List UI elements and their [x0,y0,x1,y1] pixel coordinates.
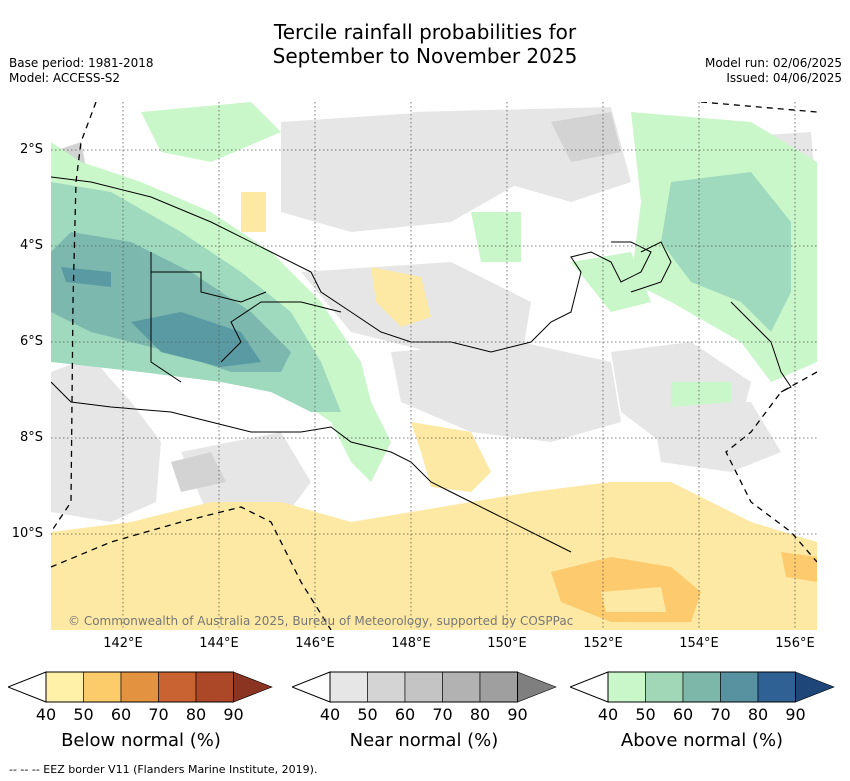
lon-label-156e: 156°E [775,636,815,651]
near-swatch-70-80 [442,671,481,703]
lat-label-4s: 4°S [19,238,43,253]
near-tick-40: 40 [319,705,341,724]
below-normal-shading [51,192,817,630]
colorbar-near-normal [292,671,558,703]
near-tick-50: 50 [357,705,378,724]
copyright-notice: © Commonwealth of Australia 2025, Bureau… [68,614,574,628]
colorbar-below-normal [8,671,274,703]
below-tick-80: 80 [185,705,207,724]
below-swatch-70-80 [158,671,197,703]
below-tick-60: 60 [110,705,132,724]
model-run: Model run: 02/06/2025 [704,56,842,70]
above-tick-50: 50 [635,705,656,724]
coastlines [51,176,792,553]
above-swatch-90-plus [795,671,835,703]
near-swatch-80-90 [479,671,518,703]
title-line-2: September to November 2025 [272,44,578,68]
colorbar-above-normal [570,671,836,703]
below-tick-90: 90 [223,705,244,724]
issued-date: Issued: 04/06/2025 [726,71,842,85]
above-swatch-80-90 [757,671,796,703]
lat-label-2s: 2°S [19,142,43,157]
above-normal-title: Above normal (%) [620,730,784,751]
above-normal-shading [51,102,817,482]
eez-borders [51,102,817,630]
above-tick-80: 80 [747,705,769,724]
above-swatch-70-80 [720,671,759,703]
colorbar-below-normal-swatches [8,671,273,703]
base-period: Base period: 1981-2018 [9,56,154,70]
near-tick-90: 90 [507,705,528,724]
below-tick-70: 70 [148,705,169,724]
near-swatch-90-plus [517,671,557,703]
lon-label-146e: 146°E [295,636,335,651]
near-swatch-50-60 [367,671,406,703]
above-tick-70: 70 [710,705,731,724]
below-swatch-60-70 [120,671,159,703]
lat-label-6s: 6°S [19,334,43,349]
lat-label-8s: 8°S [19,430,43,445]
below-swatch-40-50 [45,671,84,703]
lon-label-144e: 144°E [199,636,239,651]
near-swatch-40-50 [329,671,368,703]
grid-lines [51,102,817,630]
below-swatch-80-90 [195,671,234,703]
below-swatch-50-60 [83,671,122,703]
lon-label-150e: 150°E [487,636,527,651]
above-swatch-50-60 [645,671,684,703]
near-swatch-60-70 [404,671,443,703]
near-normal-title: Near normal (%) [349,730,499,751]
meta-left: Base period: 1981-2018 Model: ACCESS-S2 [9,56,154,86]
lon-label-142e: 142°E [103,636,143,651]
eez-footnote: -- -- -- EEZ border V11 (Flanders Marine… [9,763,318,776]
map-title: Tercile rainfall probabilities for Septe… [0,20,850,68]
below-normal-title: Below normal (%) [61,730,221,751]
colorbar-above-normal-swatches [570,671,835,703]
lat-label-10s: 10°S [11,526,43,541]
lon-label-152e: 152°E [583,636,623,651]
colorbar-near-normal-swatches [292,671,557,703]
meta-right: Model run: 02/06/2025 Issued: 04/06/2025 [705,56,842,86]
below-tick-40: 40 [35,705,57,724]
lon-label-148e: 148°E [391,636,431,651]
above-tick-60: 60 [672,705,694,724]
above-tick-40: 40 [597,705,619,724]
near-tick-60: 60 [394,705,416,724]
probability-map [51,102,817,630]
model-name: Model: ACCESS-S2 [9,71,121,85]
below-swatch-90-plus [233,671,273,703]
below-tick-50: 50 [73,705,94,724]
near-tick-80: 80 [469,705,491,724]
above-tick-90: 90 [785,705,806,724]
above-swatch-40-50 [607,671,646,703]
lon-label-154e: 154°E [679,636,719,651]
near-tick-70: 70 [432,705,453,724]
above-swatch-60-70 [682,671,721,703]
title-line-1: Tercile rainfall probabilities for [273,20,577,44]
